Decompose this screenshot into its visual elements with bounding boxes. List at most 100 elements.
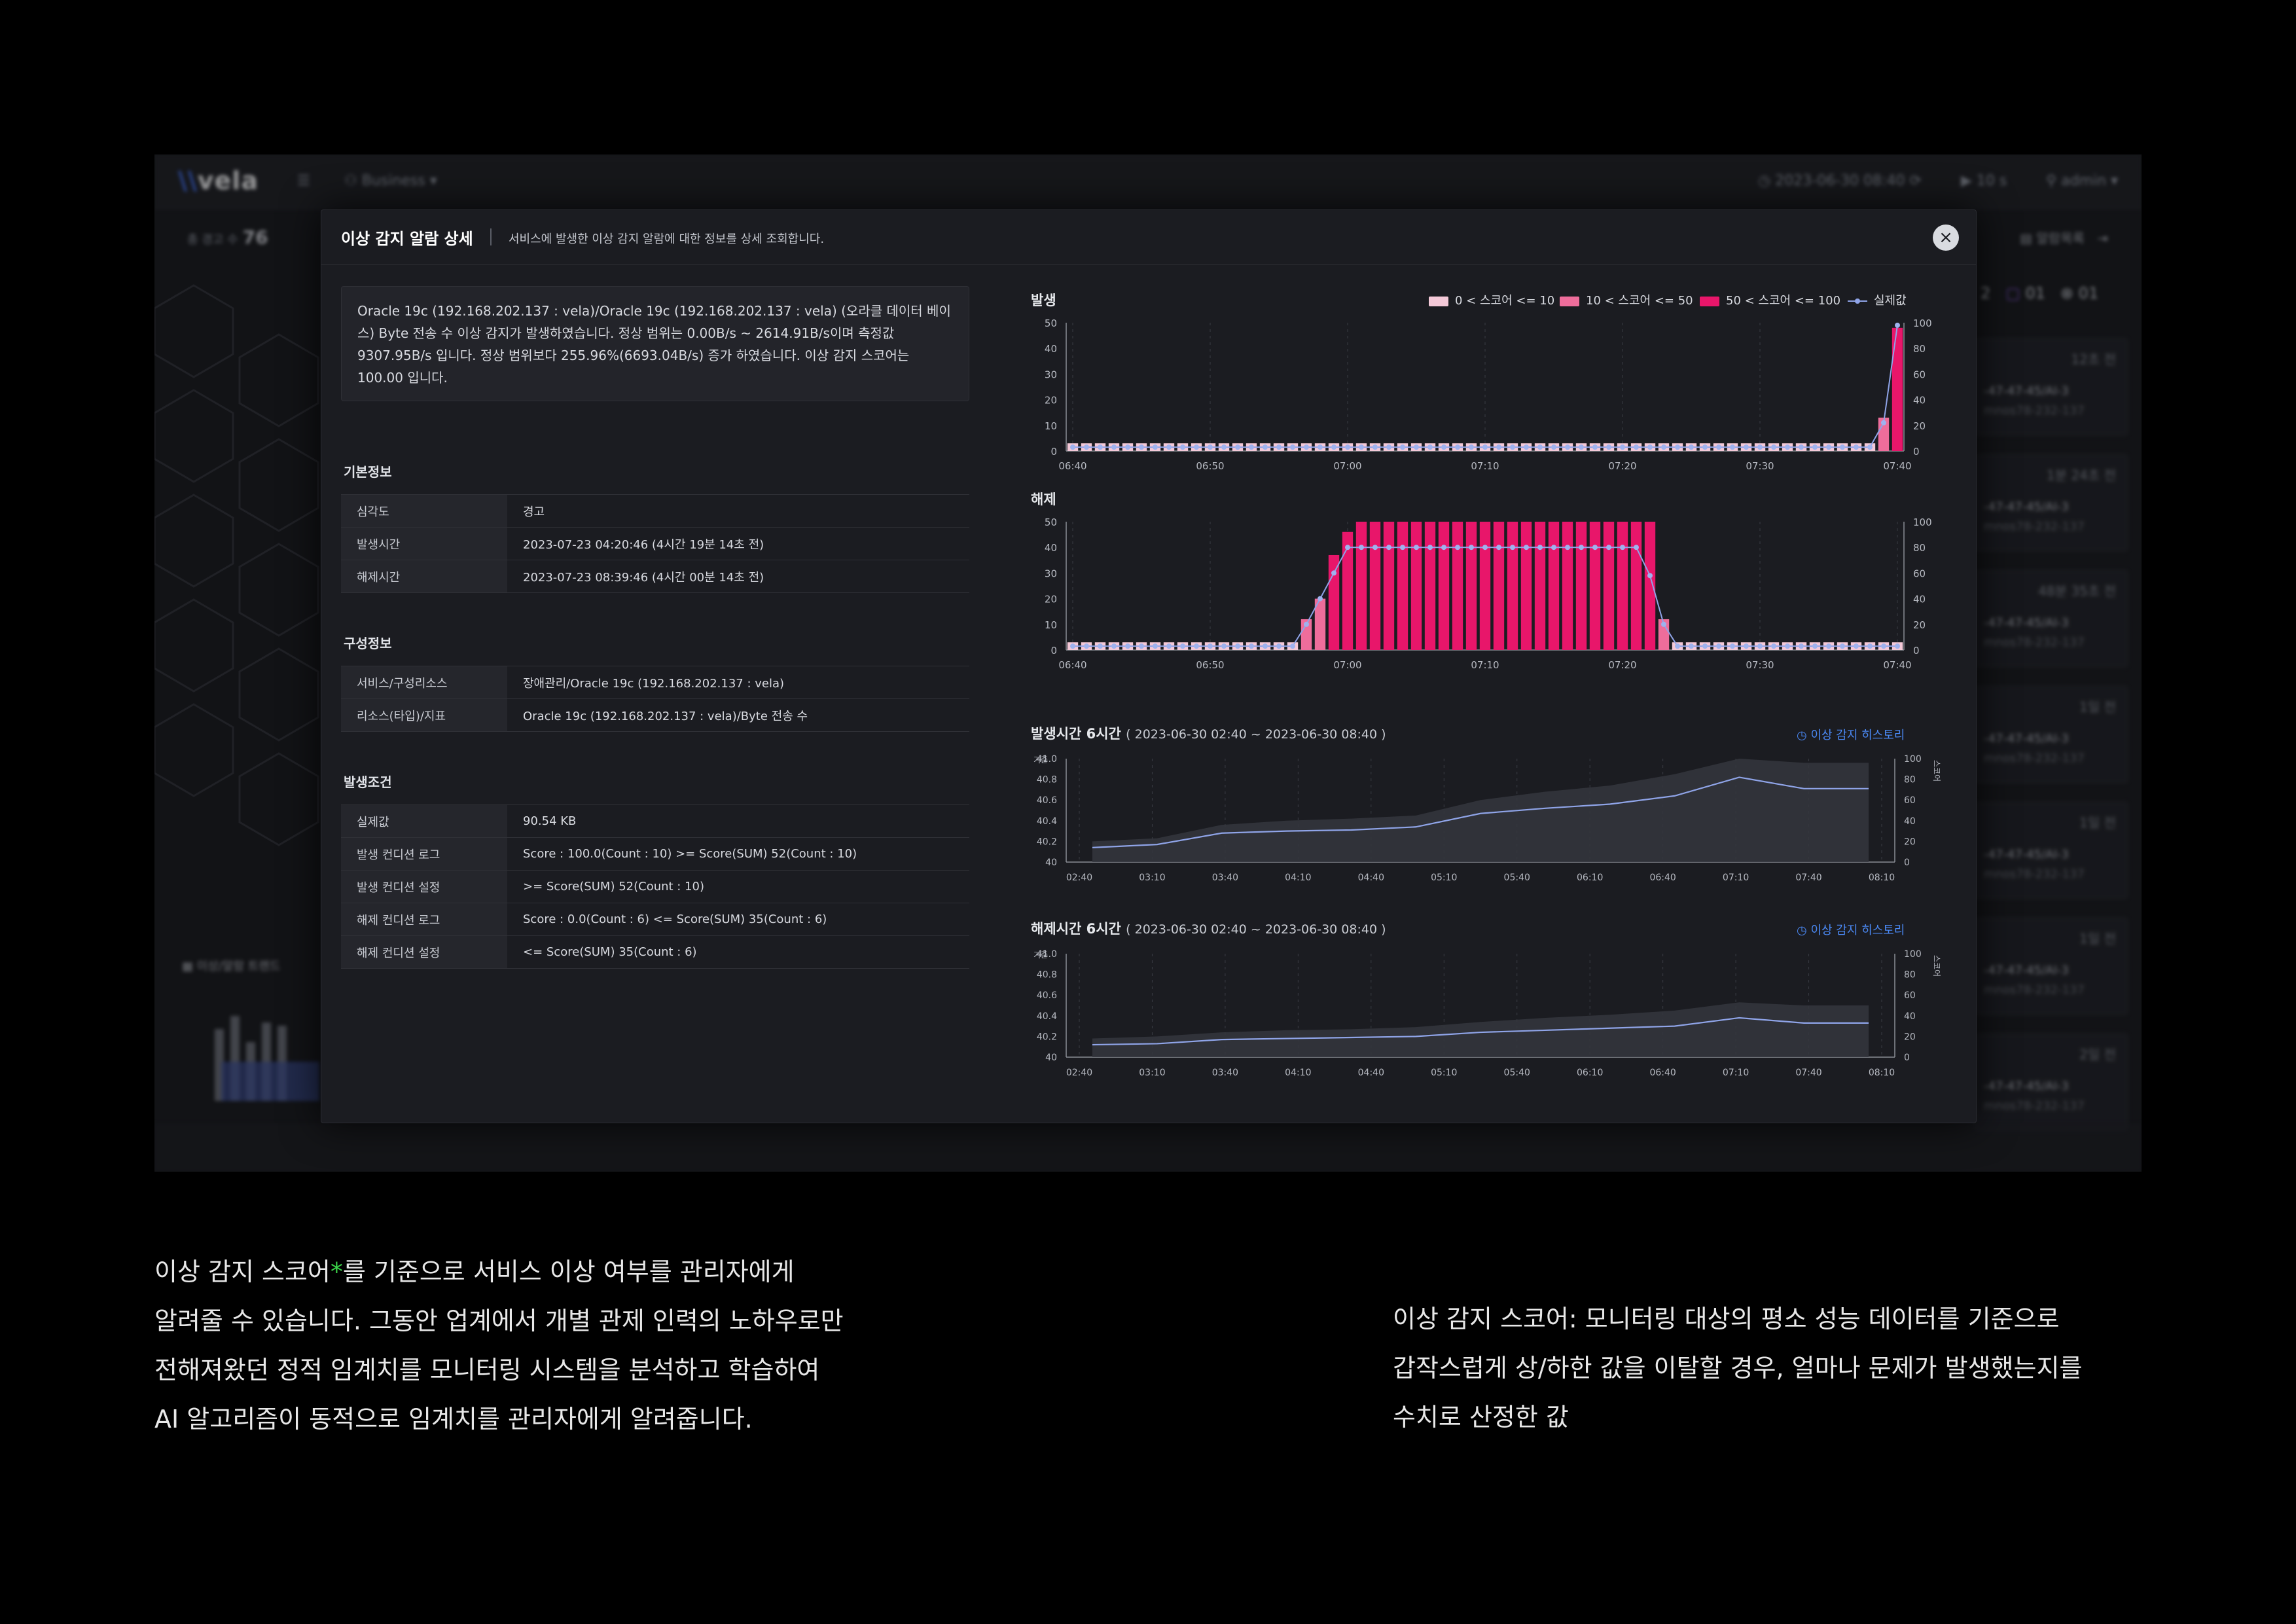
actual-value-point[interactable]: [1620, 545, 1625, 550]
actual-value-point[interactable]: [1661, 444, 1666, 450]
score-bar[interactable]: [1878, 418, 1890, 451]
score-bar[interactable]: [1892, 327, 1903, 451]
actual-value-point[interactable]: [1111, 444, 1117, 450]
actual-value-point[interactable]: [1469, 444, 1474, 450]
actual-value-point[interactable]: [1565, 545, 1570, 550]
actual-value-point[interactable]: [1702, 643, 1708, 649]
actual-value-point[interactable]: [1757, 444, 1763, 450]
actual-value-point[interactable]: [1221, 643, 1227, 649]
actual-value-point[interactable]: [1537, 545, 1543, 550]
actual-value-point[interactable]: [1634, 444, 1639, 450]
actual-value-point[interactable]: [1208, 444, 1213, 450]
score-bar[interactable]: [1617, 522, 1628, 650]
actual-value-point[interactable]: [1249, 444, 1254, 450]
actual-value-point[interactable]: [1785, 444, 1790, 450]
actual-value-point[interactable]: [1263, 444, 1268, 450]
actual-value-point[interactable]: [1702, 444, 1708, 450]
actual-value-point[interactable]: [1771, 444, 1776, 450]
actual-value-point[interactable]: [1290, 444, 1295, 450]
score-bar[interactable]: [1424, 522, 1436, 650]
actual-value-point[interactable]: [1565, 444, 1570, 450]
actual-value-point[interactable]: [1867, 444, 1873, 450]
actual-value-point[interactable]: [1070, 643, 1075, 649]
alarm-card[interactable]: 1일 전 -47-47-45/AI-3 mnos78-232-137: [1974, 801, 2128, 899]
legend-item[interactable]: 0 < 스코어 <= 10: [1429, 291, 1554, 308]
actual-value-point[interactable]: [1194, 444, 1199, 450]
actual-value-point[interactable]: [1840, 444, 1845, 450]
user-menu[interactable]: ⚲ admin ▾: [2046, 173, 2119, 189]
actual-value-point[interactable]: [1579, 444, 1584, 450]
actual-value-point[interactable]: [1592, 545, 1598, 550]
actual-value-point[interactable]: [1263, 643, 1268, 649]
actual-value-point[interactable]: [1785, 643, 1790, 649]
actual-value-point[interactable]: [1208, 643, 1213, 649]
actual-value-point[interactable]: [1414, 444, 1419, 450]
hamburger-menu-icon[interactable]: ☰: [297, 173, 310, 189]
actual-value-point[interactable]: [1524, 444, 1529, 450]
actual-value-point[interactable]: [1386, 545, 1391, 550]
actual-value-point[interactable]: [1606, 444, 1611, 450]
actual-value-point[interactable]: [1826, 444, 1831, 450]
alarm-card[interactable]: 1일 전 -47-47-45/AI-3 mnos78-232-137: [1974, 685, 2128, 784]
actual-value-point[interactable]: [1304, 621, 1309, 627]
actual-value-point[interactable]: [1455, 444, 1460, 450]
alarm-list-button[interactable]: ▤ 알람목록 ⇥: [2020, 230, 2108, 246]
actual-value-point[interactable]: [1482, 545, 1488, 550]
actual-value-point[interactable]: [1125, 444, 1130, 450]
actual-value-point[interactable]: [1647, 573, 1653, 579]
actual-value-point[interactable]: [1812, 444, 1818, 450]
score-bar[interactable]: [1410, 522, 1422, 650]
actual-value-point[interactable]: [1125, 643, 1130, 649]
business-selector[interactable]: ⚇ Business ▾: [344, 173, 437, 189]
actual-value-point[interactable]: [1290, 643, 1295, 649]
actual-value-point[interactable]: [1400, 444, 1405, 450]
score-bar[interactable]: [1369, 522, 1381, 650]
actual-value-point[interactable]: [1482, 444, 1488, 450]
actual-value-point[interactable]: [1524, 545, 1529, 550]
actual-value-point[interactable]: [1235, 643, 1240, 649]
actual-value-point[interactable]: [1084, 444, 1089, 450]
actual-value-point[interactable]: [1510, 545, 1515, 550]
actual-value-point[interactable]: [1372, 545, 1378, 550]
actual-value-point[interactable]: [1854, 643, 1859, 649]
actual-value-point[interactable]: [1537, 444, 1543, 450]
actual-value-point[interactable]: [1689, 444, 1694, 450]
score-bar[interactable]: [1300, 619, 1312, 650]
actual-value-point[interactable]: [1345, 545, 1350, 550]
actual-value-point[interactable]: [1744, 444, 1749, 450]
actual-value-point[interactable]: [1427, 444, 1433, 450]
actual-value-point[interactable]: [1441, 444, 1446, 450]
actual-value-point[interactable]: [1469, 545, 1474, 550]
alarm-card[interactable]: 12초 전 -47-47-45/AI-3 mnos78-232-137: [1974, 338, 2128, 436]
actual-value-point[interactable]: [1194, 643, 1199, 649]
legend-item[interactable]: 50 < 스코어 <= 100: [1700, 291, 1840, 308]
actual-value-point[interactable]: [1675, 444, 1680, 450]
alarm-card[interactable]: 48분 35초 전 -47-47-45/AI-3 mnos78-232-137: [1974, 569, 2128, 668]
actual-value-point[interactable]: [1455, 545, 1460, 550]
score-bar[interactable]: [1630, 522, 1642, 650]
actual-value-point[interactable]: [1606, 545, 1611, 550]
actual-value-point[interactable]: [1510, 444, 1515, 450]
actual-value-point[interactable]: [1661, 621, 1666, 627]
actual-value-point[interactable]: [1386, 444, 1391, 450]
actual-value-point[interactable]: [1812, 643, 1818, 649]
actual-value-point[interactable]: [1427, 545, 1433, 550]
score-bar[interactable]: [1603, 522, 1615, 650]
actual-value-point[interactable]: [1496, 545, 1501, 550]
actual-value-point[interactable]: [1441, 545, 1446, 550]
actual-value-point[interactable]: [1895, 322, 1900, 328]
actual-value-point[interactable]: [1826, 643, 1831, 649]
score-bar[interactable]: [1397, 522, 1408, 650]
actual-value-point[interactable]: [1318, 596, 1323, 602]
score-bar[interactable]: [1520, 522, 1532, 650]
score-bar[interactable]: [1644, 522, 1656, 650]
legend-item[interactable]: 10 < 스코어 <= 50: [1560, 291, 1693, 308]
score-bar[interactable]: [1465, 522, 1477, 650]
actual-value-point[interactable]: [1867, 643, 1873, 649]
actual-value-point[interactable]: [1153, 643, 1158, 649]
actual-value-point[interactable]: [1400, 545, 1405, 550]
actual-value-point[interactable]: [1881, 643, 1886, 649]
actual-value-point[interactable]: [1675, 643, 1680, 649]
actual-value-point[interactable]: [1579, 545, 1584, 550]
vela-logo[interactable]: \\vela: [178, 166, 259, 195]
